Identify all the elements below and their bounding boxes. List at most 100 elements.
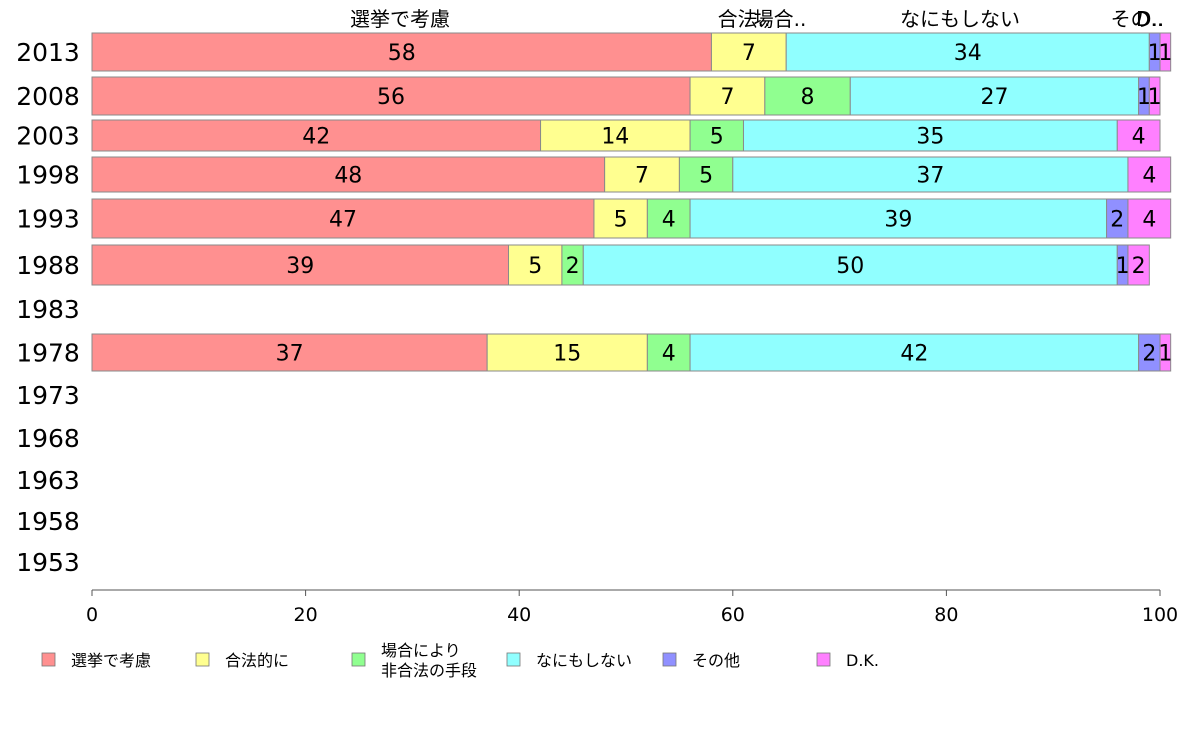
bar-value-label: 34 (954, 41, 982, 66)
bar-value-label: 50 (836, 254, 864, 279)
bar-segment (1159, 32, 1172, 72)
legend-swatch (41, 652, 56, 667)
year-label: 1958 (16, 507, 80, 536)
legend-label: 選挙で考慮 (71, 651, 151, 670)
year-label: 1998 (16, 161, 80, 190)
bar-value-label: 8 (801, 85, 815, 110)
bar-segment (1127, 244, 1150, 286)
bar-segment (646, 198, 691, 239)
bar-value-label: 47 (329, 208, 357, 233)
bar-value-label: 4 (1142, 164, 1156, 189)
bar-value-label: 1 (1148, 85, 1162, 110)
bar-value-label: 56 (377, 85, 405, 110)
bar-segment (582, 244, 1118, 286)
bar-value-label: 15 (553, 342, 581, 367)
bar-value-label: 5 (710, 125, 724, 150)
bar-segment (91, 333, 488, 372)
bar-value-label: 5 (528, 254, 542, 279)
bar-segment (540, 119, 691, 152)
bar-value-label: 5 (614, 208, 628, 233)
bar-segment (91, 244, 510, 286)
bar-segment (732, 156, 1129, 193)
year-label: 1953 (16, 548, 80, 577)
bar-segment (1127, 198, 1172, 239)
bar-segment (689, 76, 766, 116)
year-label: 1983 (16, 295, 80, 324)
x-tick-label: 20 (294, 604, 318, 626)
year-label: 1963 (16, 466, 80, 495)
bar-segment (646, 333, 691, 372)
year-label: 2013 (16, 38, 80, 67)
top-series-label: その.. (1111, 7, 1164, 31)
legend-label-line: 場合により (381, 641, 461, 660)
bar-value-label: 35 (916, 125, 944, 150)
top-series-label: 場合.. (754, 7, 807, 31)
bar-value-label: 1 (1158, 342, 1172, 367)
bar-value-label: 37 (276, 342, 304, 367)
year-label: 1993 (16, 205, 80, 234)
bar-value-label: 7 (720, 85, 734, 110)
legend-label: 合法的に (225, 651, 289, 670)
bar-value-label: 2 (1142, 342, 1156, 367)
bar-value-label: 48 (334, 164, 362, 189)
x-tick-label: 60 (721, 604, 745, 626)
bar-value-label: 39 (286, 254, 314, 279)
bar-value-label: 58 (388, 41, 416, 66)
x-tick-label: 40 (507, 604, 531, 626)
bar-segment (849, 76, 1140, 116)
bar-segment (1148, 76, 1161, 116)
bar-segment (91, 198, 595, 239)
bar-segment (764, 76, 851, 116)
bar-value-label: 1 (1116, 254, 1130, 279)
bar-segment (689, 198, 1108, 239)
bar-value-label: 4 (1142, 208, 1156, 233)
legend-label-line: 非合法の手段 (381, 661, 477, 680)
top-series-label: D.. (1136, 7, 1164, 31)
x-tick-label: 100 (1142, 604, 1178, 626)
top-series-labels: 選挙で考慮 合法..場合.. なにもしない その..D.. (350, 7, 1164, 31)
bar-segment (91, 76, 691, 116)
bar-segment (689, 333, 1140, 372)
x-tick-label: 80 (934, 604, 958, 626)
x-axis: 0 20 40 60 80 100 (86, 589, 1178, 626)
bar-value-label: 37 (916, 164, 944, 189)
bar-value-label: 1 (1148, 41, 1162, 66)
top-series-label: なにもしない (900, 7, 1020, 31)
bar-value-label: 7 (635, 164, 649, 189)
bar-value-label: 1 (1158, 41, 1172, 66)
legend-swatch (351, 652, 366, 667)
bar-value-label: 27 (980, 85, 1008, 110)
bar-segment (508, 244, 563, 286)
legend-swatch (816, 652, 831, 667)
year-label: 2008 (16, 82, 80, 111)
bar-value-label: 1 (1137, 85, 1151, 110)
legend-swatch (662, 652, 677, 667)
bar-segment (1159, 333, 1172, 372)
bar-segment (604, 156, 680, 193)
bar-value-label: 2 (1132, 254, 1146, 279)
bar-segment (742, 119, 1118, 152)
bar-value-label: 2 (1110, 208, 1124, 233)
x-tick-label: 0 (86, 604, 98, 626)
bar-value-label: 5 (699, 164, 713, 189)
year-label: 1973 (16, 381, 80, 410)
bar-segment (1127, 156, 1172, 193)
legend-swatch (195, 652, 210, 667)
bar-segment (593, 198, 648, 239)
top-series-label: 選挙で考慮 (350, 7, 450, 31)
year-label: 1978 (16, 339, 80, 368)
year-label: 1968 (16, 424, 80, 453)
legend-label: D.K. (846, 651, 879, 670)
year-label: 2003 (16, 122, 80, 151)
top-series-label: 合法.. (718, 7, 771, 31)
year-label: 1988 (16, 251, 80, 280)
bar-value-label: 2 (566, 254, 580, 279)
bar-value-label: 39 (884, 208, 912, 233)
legend-label: なにもしない (536, 651, 632, 670)
bar-segment (1116, 119, 1161, 152)
legend-label: その他 (692, 651, 740, 670)
